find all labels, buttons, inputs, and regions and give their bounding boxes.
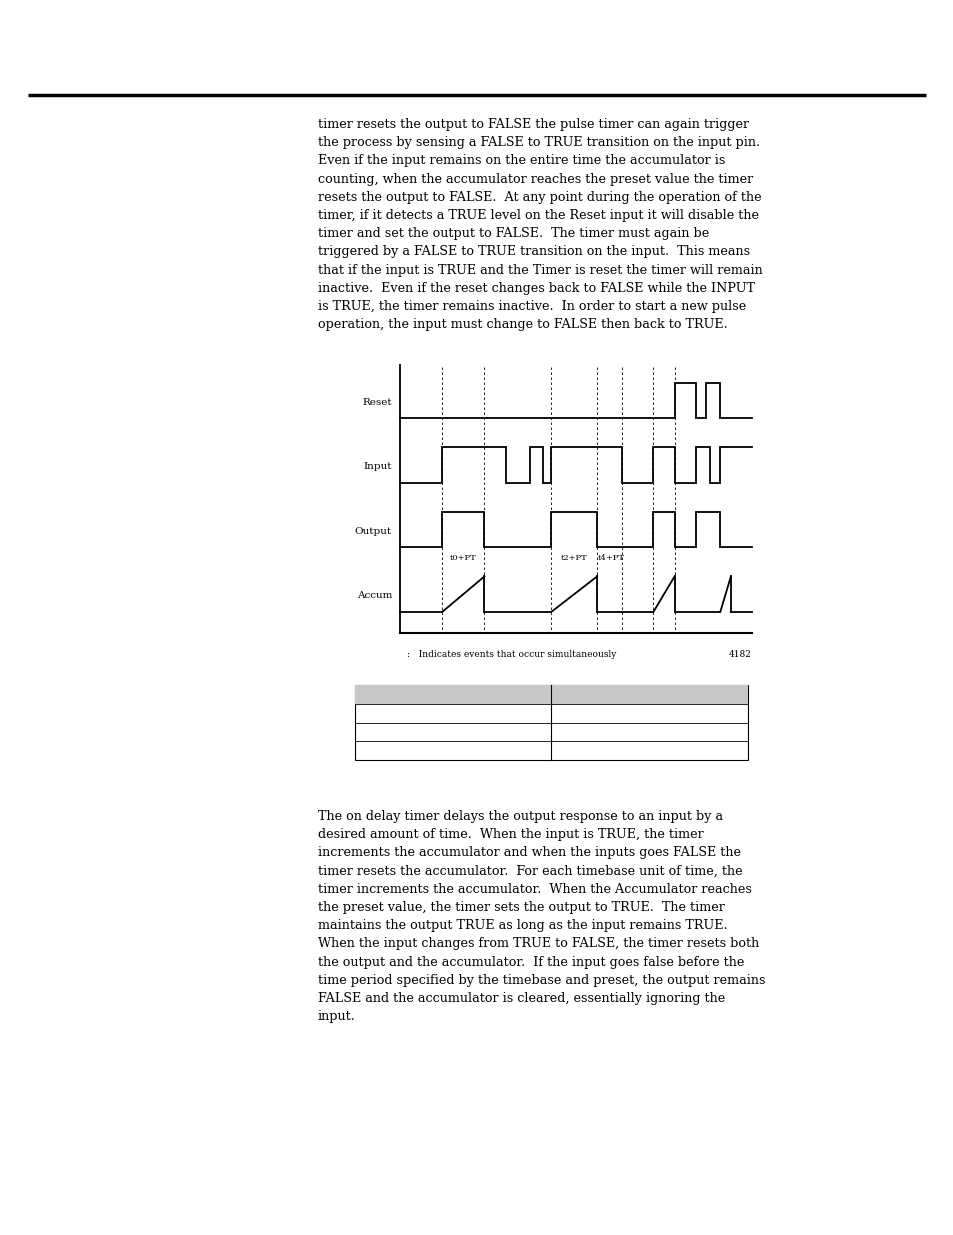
Text: Input: Input	[363, 462, 392, 472]
Text: :   Indicates events that occur simultaneously: : Indicates events that occur simultaneo…	[407, 650, 616, 659]
Text: The on delay timer delays the output response to an input by a
desired amount of: The on delay timer delays the output res…	[317, 810, 764, 1024]
FancyBboxPatch shape	[355, 685, 747, 760]
Text: Reset: Reset	[362, 398, 392, 406]
Text: 4182: 4182	[728, 650, 751, 659]
Text: t4+PT: t4+PT	[598, 553, 624, 562]
Text: Accum: Accum	[356, 592, 392, 600]
Text: t2+PT: t2+PT	[560, 553, 587, 562]
Text: Output: Output	[355, 527, 392, 536]
FancyBboxPatch shape	[355, 685, 747, 704]
Text: t0+PT: t0+PT	[450, 553, 476, 562]
Text: timer resets the output to FALSE the pulse timer can again trigger
the process b: timer resets the output to FALSE the pul…	[317, 119, 762, 331]
